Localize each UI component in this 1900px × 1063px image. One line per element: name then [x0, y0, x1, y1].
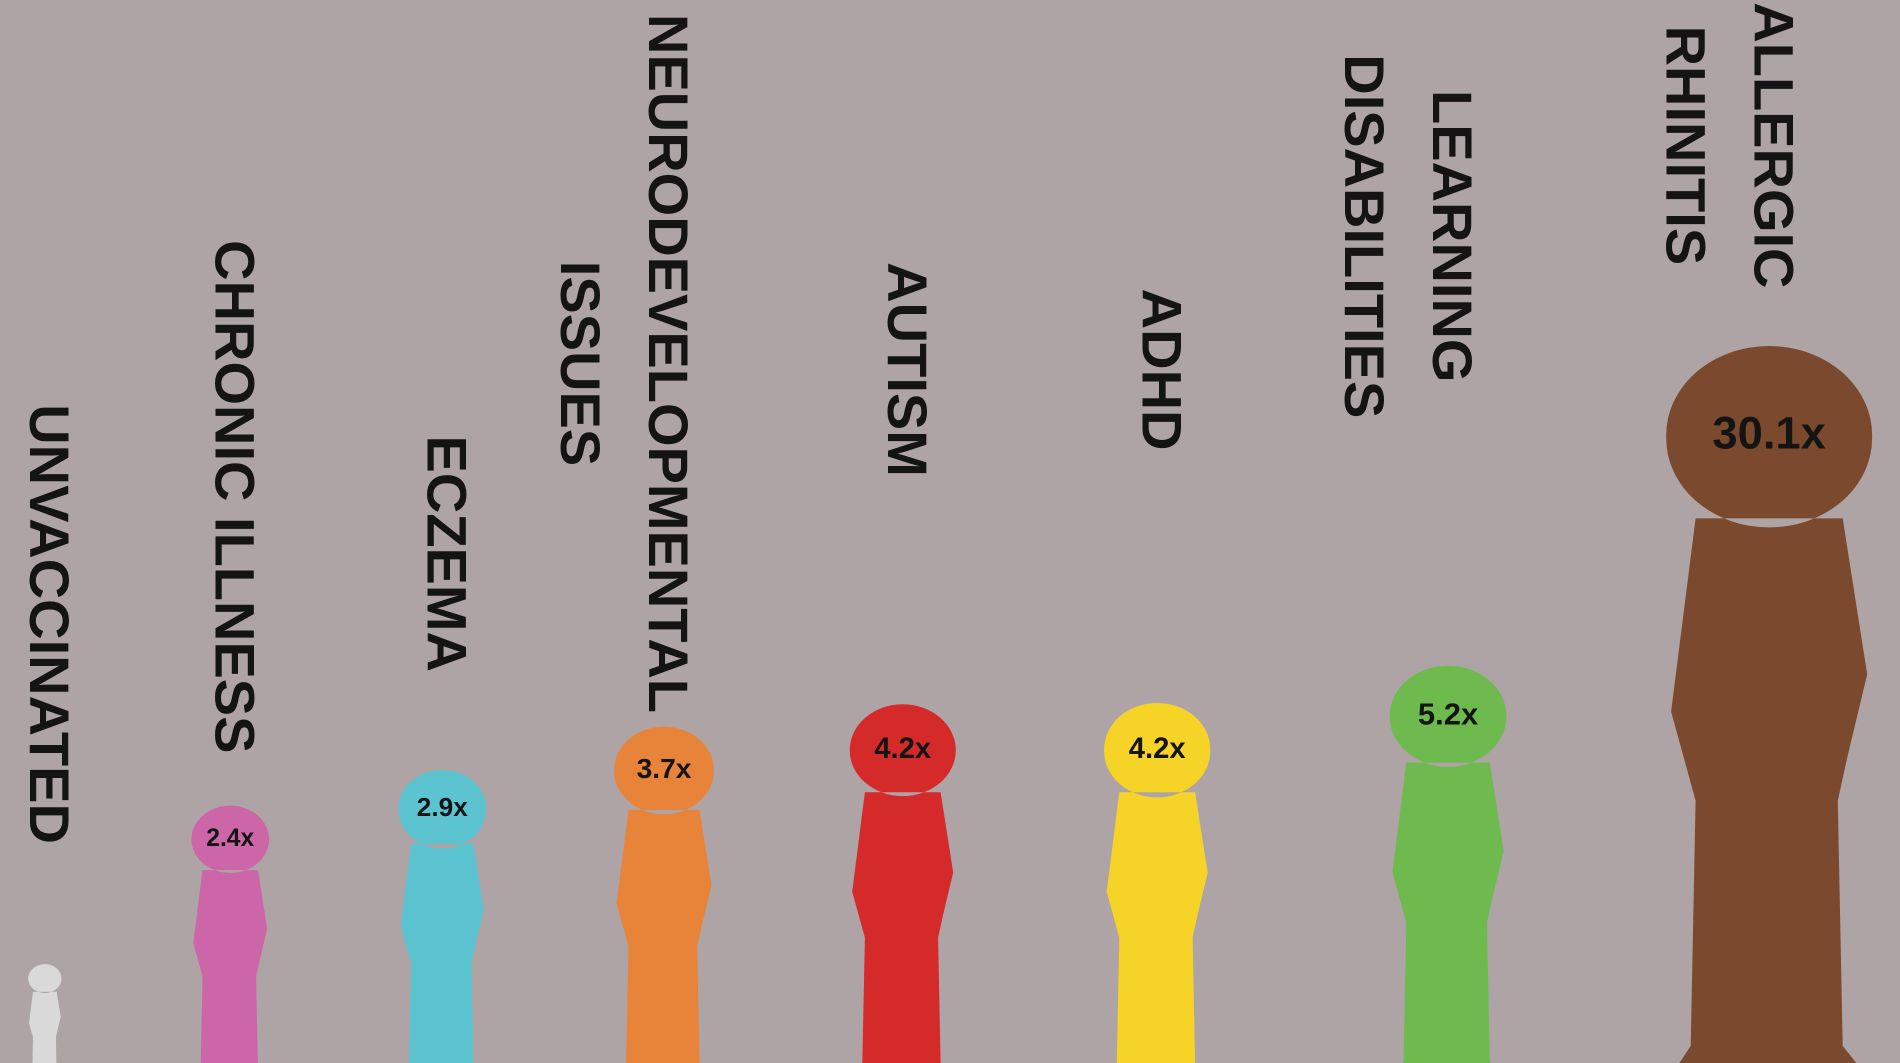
category-label: ECZEMA: [415, 436, 478, 672]
child-figure: [191, 805, 270, 1063]
child-figure: [28, 964, 62, 1063]
category-label: DISABILITIES: [1333, 54, 1396, 418]
child-figure: [1389, 665, 1507, 1063]
value-label: 4.2x: [874, 733, 932, 765]
child-figure: [1104, 703, 1211, 1063]
child-figure: [1666, 346, 1873, 1063]
category-label: NEURODEVELOPMENTAL: [637, 14, 700, 713]
category-label: AUTISM: [876, 262, 939, 477]
category-label: LEARNING: [1421, 90, 1484, 382]
category-label: CHRONIC ILLNESS: [203, 240, 266, 753]
category-label: ISSUES: [549, 261, 612, 466]
child-figure: [849, 704, 956, 1063]
value-label: 30.1x: [1712, 408, 1826, 459]
value-label: 4.2x: [1129, 733, 1187, 765]
category-label: UNVACCINATED: [18, 404, 81, 844]
child-figure: [614, 726, 714, 1063]
category-label: ADHD: [1130, 289, 1193, 451]
value-label: 5.2x: [1418, 696, 1479, 731]
child-figure: [398, 769, 486, 1063]
value-label: 2.4x: [206, 825, 254, 852]
category-label: RHINITIS: [1654, 26, 1717, 266]
value-label: 3.7x: [637, 752, 692, 784]
category-label: ALLERGIC: [1742, 2, 1805, 288]
value-label: 2.9x: [417, 792, 468, 822]
